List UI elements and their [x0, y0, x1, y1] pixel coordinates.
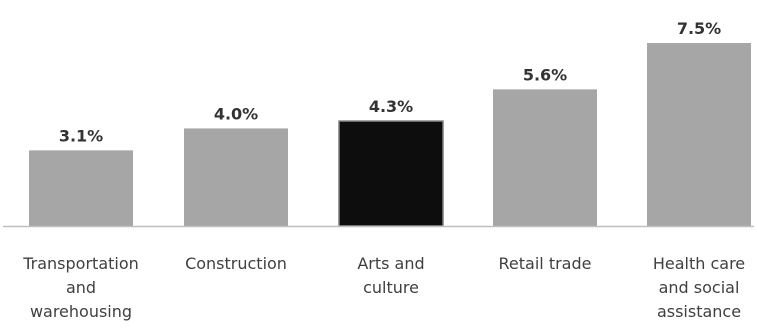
category-label-line: assistance — [657, 302, 741, 321]
data-label-1: 4.0% — [214, 104, 258, 123]
category-label-line: Retail trade — [499, 254, 592, 273]
category-labels-group: Transportation and warehousing Construction… — [22, 254, 745, 321]
category-label-line: Health care — [653, 254, 745, 273]
category-label-1: Construction — [185, 254, 287, 273]
bar-4 — [647, 43, 751, 226]
bar-1 — [184, 128, 288, 226]
bars-group — [29, 43, 751, 227]
category-label-line: culture — [363, 278, 419, 297]
category-label-line: Construction — [185, 254, 287, 273]
data-label-3: 5.6% — [523, 65, 567, 84]
category-label-2: Arts and culture — [357, 254, 424, 297]
category-label-4: Health care and social assistance — [653, 254, 745, 321]
bar-3 — [493, 89, 597, 226]
category-label-line: Arts and — [357, 254, 424, 273]
category-label-line: Transportation — [22, 254, 139, 273]
category-label-line: and social — [659, 278, 740, 297]
category-label-3: Retail trade — [499, 254, 592, 273]
data-labels-group: 3.1% 4.0% 4.3% 5.6% 7.5% — [59, 19, 721, 145]
bar-0 — [29, 150, 133, 226]
data-label-4: 7.5% — [677, 19, 721, 38]
category-label-line: and — [66, 278, 96, 297]
bar-2 — [338, 120, 444, 227]
category-label-0: Transportation and warehousing — [22, 254, 139, 321]
data-label-2: 4.3% — [369, 97, 413, 116]
data-label-0: 3.1% — [59, 126, 103, 145]
category-label-line: warehousing — [30, 302, 132, 321]
